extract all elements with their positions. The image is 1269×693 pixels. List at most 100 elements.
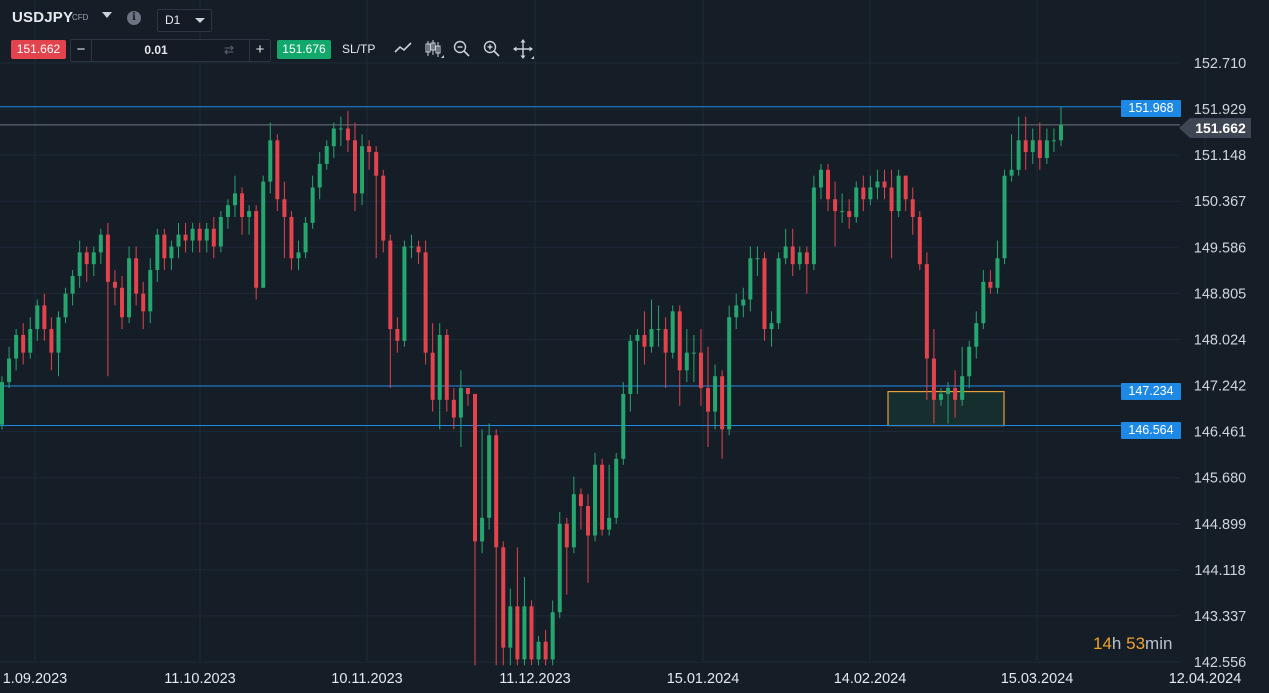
candle-body: [225, 205, 230, 217]
candle-body: [755, 258, 760, 260]
date-tick-label: 11.10.2023: [164, 671, 236, 687]
quantity-input[interactable]: 0.01: [144, 43, 168, 57]
candle-body: [374, 152, 379, 176]
symbol-name[interactable]: USDJPY: [12, 9, 74, 26]
candle-body: [896, 175, 901, 212]
buy-button[interactable]: 151.676: [277, 40, 331, 59]
hline-label-151968[interactable]: 151.968: [1121, 100, 1181, 117]
timeframe-value: D1: [165, 13, 181, 27]
candle-body: [28, 329, 33, 353]
horizontal-lines[interactable]: [0, 106, 1180, 427]
candle-body: [826, 169, 831, 200]
line-chart-icon[interactable]: [392, 38, 414, 60]
candle-body: [924, 264, 929, 359]
candle-body: [282, 199, 287, 217]
candle-body: [218, 216, 223, 247]
sell-button[interactable]: 151.662: [11, 40, 66, 59]
candle-body: [197, 228, 202, 241]
candle-body: [1037, 140, 1042, 158]
candle-body: [600, 464, 605, 530]
candle-body: [127, 258, 132, 318]
price-tick-label: 144.899: [1194, 517, 1246, 533]
countdown-minutes: 53: [1126, 634, 1146, 653]
candle-body: [656, 329, 661, 331]
date-tick-label: 14.02.2024: [834, 671, 907, 687]
candle-body: [946, 388, 951, 394]
candle-body: [550, 612, 555, 660]
candle-body: [571, 494, 576, 548]
candle-body: [931, 358, 936, 400]
candle-body: [981, 281, 986, 324]
candle-body: [1059, 124, 1063, 141]
candle-body: [522, 606, 527, 660]
candle-body: [988, 281, 993, 288]
candle-body: [868, 187, 873, 200]
candle-body: [1030, 140, 1035, 153]
price-tick-label: 146.461: [1194, 425, 1246, 441]
info-icon[interactable]: i: [127, 11, 141, 25]
candle-body: [938, 393, 943, 400]
candle-body: [776, 258, 781, 324]
candle-body: [240, 193, 245, 217]
candle-body: [56, 317, 61, 353]
sltp-button[interactable]: SL/TP: [342, 42, 376, 56]
candles: [0, 106, 1063, 666]
candle-body: [635, 334, 640, 341]
hline-label-146564[interactable]: 146.564: [1121, 422, 1181, 439]
date-axis[interactable]: 1.09.2023 11.10.2023 10.11.2023 11.12.2023 1…: [3, 671, 1242, 687]
countdown-h: h: [1111, 634, 1122, 653]
candle-body: [232, 193, 237, 206]
candle-body: [564, 523, 569, 548]
zoom-in-icon[interactable]: [481, 38, 503, 60]
highlight-zone[interactable]: [887, 390, 1005, 427]
zoom-out-icon[interactable]: [451, 38, 473, 60]
candle-body: [818, 169, 823, 188]
candle-body: [494, 435, 499, 548]
candle-body: [402, 246, 407, 341]
candle-body: [430, 352, 435, 400]
candle-body: [155, 234, 160, 271]
candle-body: [642, 334, 647, 347]
candle-body: [91, 252, 96, 265]
price-tick-label: 150.367: [1194, 194, 1246, 210]
candle-body: [367, 146, 372, 153]
price-tick-label: 148.805: [1194, 286, 1246, 302]
highlight-zone-rect: [887, 390, 1005, 427]
hline-label-147234[interactable]: 147.234: [1121, 383, 1181, 400]
candle-body: [437, 334, 442, 400]
candle-body: [345, 128, 350, 141]
candle-body: [967, 346, 972, 377]
candle-body: [720, 376, 725, 430]
candle-body: [204, 228, 209, 241]
candles-icon[interactable]: [422, 38, 444, 60]
candle-body: [727, 317, 732, 430]
candle-body: [783, 246, 788, 259]
candle-body: [190, 228, 195, 241]
candle-body: [317, 163, 322, 188]
top-toolbar: USDJPY CFD i D1 151.662 − 0.01 ⇄ + 151.6…: [0, 0, 1180, 80]
candle-body: [790, 246, 795, 265]
candle-body: [423, 252, 428, 353]
candle-body: [691, 352, 696, 354]
candle-body: [296, 252, 301, 259]
candle-body: [847, 211, 852, 217]
candle-body: [183, 234, 188, 241]
candle-body: [748, 258, 753, 300]
candle-body: [811, 187, 816, 265]
increase-button[interactable]: +: [249, 40, 270, 61]
candle-body: [324, 146, 329, 164]
candle-body: [713, 376, 718, 412]
candle-body: [741, 299, 746, 306]
symbol-dropdown-icon[interactable]: [102, 12, 112, 18]
move-icon[interactable]: [512, 38, 534, 60]
candle-body: [487, 435, 492, 518]
quantity-stepper[interactable]: − 0.01 ⇄ +: [70, 39, 271, 62]
price-axis[interactable]: 152.710 151.929 151.148 150.367 149.586 148.8…: [1194, 56, 1246, 671]
timeframe-select[interactable]: D1: [157, 9, 212, 32]
decrease-button[interactable]: −: [71, 40, 92, 61]
chart-grid: [0, 0, 1206, 663]
swap-icon[interactable]: ⇄: [224, 43, 235, 57]
candle-body: [310, 187, 315, 223]
candle-body: [176, 234, 181, 247]
